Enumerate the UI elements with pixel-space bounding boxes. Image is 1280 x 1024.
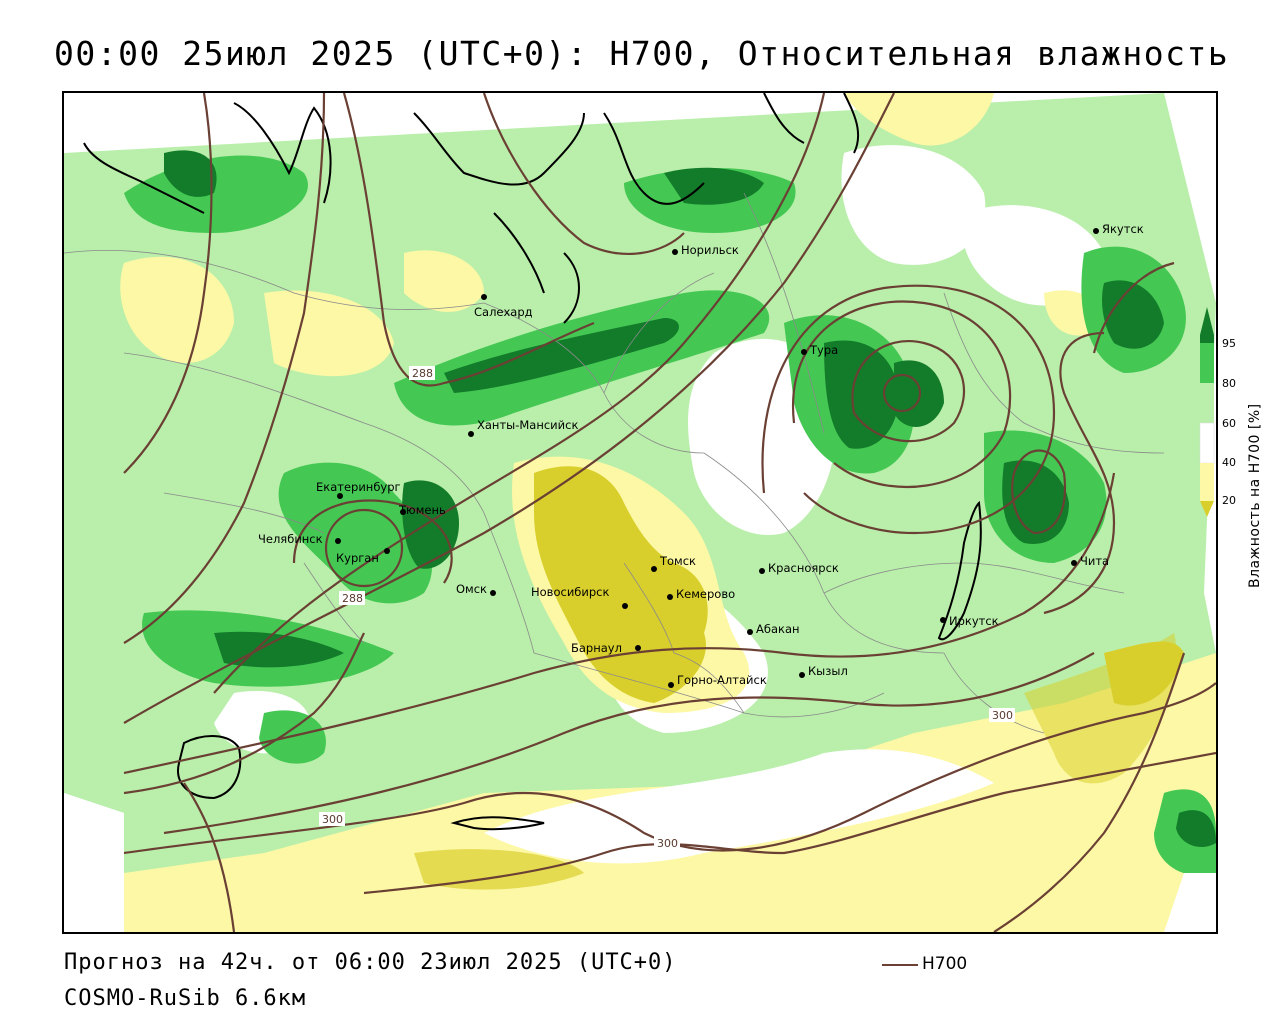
contour-label: 300 [992,709,1013,722]
city-label: Салехард [474,305,533,319]
city-label: Якутск [1102,222,1144,236]
city-marker [635,645,641,651]
city-marker [759,568,765,574]
contour-label: 300 [322,813,343,826]
city-marker [481,294,487,300]
city-label: Барнаул [571,641,622,655]
admin-borders [64,192,1165,734]
city-label: Абакан [756,622,800,636]
city-marker [668,682,674,688]
city-marker [335,538,341,544]
city-marker [1071,560,1077,566]
humidity-field [64,93,1216,932]
city-marker [384,548,390,554]
map-title: 00:00 25июл 2025 (UTC+0): H700, Относите… [54,34,1230,73]
weather-map[interactable]: 288 288 300 300 300 Якутск Норильск Сале… [62,91,1218,934]
legend-tick: 95 [1222,337,1236,350]
city-label: Омск [456,582,487,596]
contour-line-swatch [882,964,918,966]
city-marker [468,431,474,437]
city-marker [337,493,343,499]
city-label: Челябинск [258,532,323,546]
contour-label: 288 [412,367,433,380]
city-label: Иркутск [949,614,999,628]
city-marker [667,594,673,600]
city-marker [747,629,753,635]
contour-labels: 288 288 300 300 300 [319,366,1015,850]
city-label: Ханты-Мансийск [477,418,578,432]
city-label: Тура [809,343,838,357]
city-marker [622,603,628,609]
model-name: COSMO-RuSib 6.6км [64,986,307,1011]
legend-tick: 80 [1222,377,1236,390]
city-marker [1093,228,1099,234]
city-marker [490,590,496,596]
legend-title: Влажность на H700 [%] [1247,403,1263,588]
city-marker [672,249,678,255]
city-marker [651,566,657,572]
humidity-legend: 95 80 60 40 20 [1198,305,1278,605]
city-label: Горно-Алтайск [677,673,767,687]
city-label: Томск [659,554,696,568]
city-marker [940,617,946,623]
legend-tick: 20 [1222,494,1236,507]
coastlines [83,93,982,831]
contour-line-label: H700 [922,954,968,974]
forecast-info: Прогноз на 42ч. от 06:00 23июл 2025 (UTC… [64,950,677,975]
city-marker [801,349,807,355]
city-label: Красноярск [768,561,839,575]
city-marker [799,672,805,678]
legend-colorbar [1199,307,1215,517]
city-label: Кызыл [808,664,848,678]
h700-contours [123,93,1216,932]
city-label: Тюмень [398,503,446,517]
city-label: Курган [336,551,379,565]
legend-tick: 40 [1222,456,1236,469]
map-canvas: 288 288 300 300 300 Якутск Норильск Сале… [64,93,1216,932]
contour-label: 300 [657,837,678,850]
city-label: Кемерово [676,587,735,601]
city-label: Новосибирск [531,585,609,599]
city-label: Норильск [681,243,739,257]
cities: Якутск Норильск Салехард Тура Ханты-Манс… [258,222,1144,688]
city-label: Екатеринбург [316,480,401,494]
city-label: Чита [1080,554,1109,568]
legend-tick: 60 [1222,417,1236,430]
city-marker [400,509,406,515]
contour-label: 288 [342,592,363,605]
